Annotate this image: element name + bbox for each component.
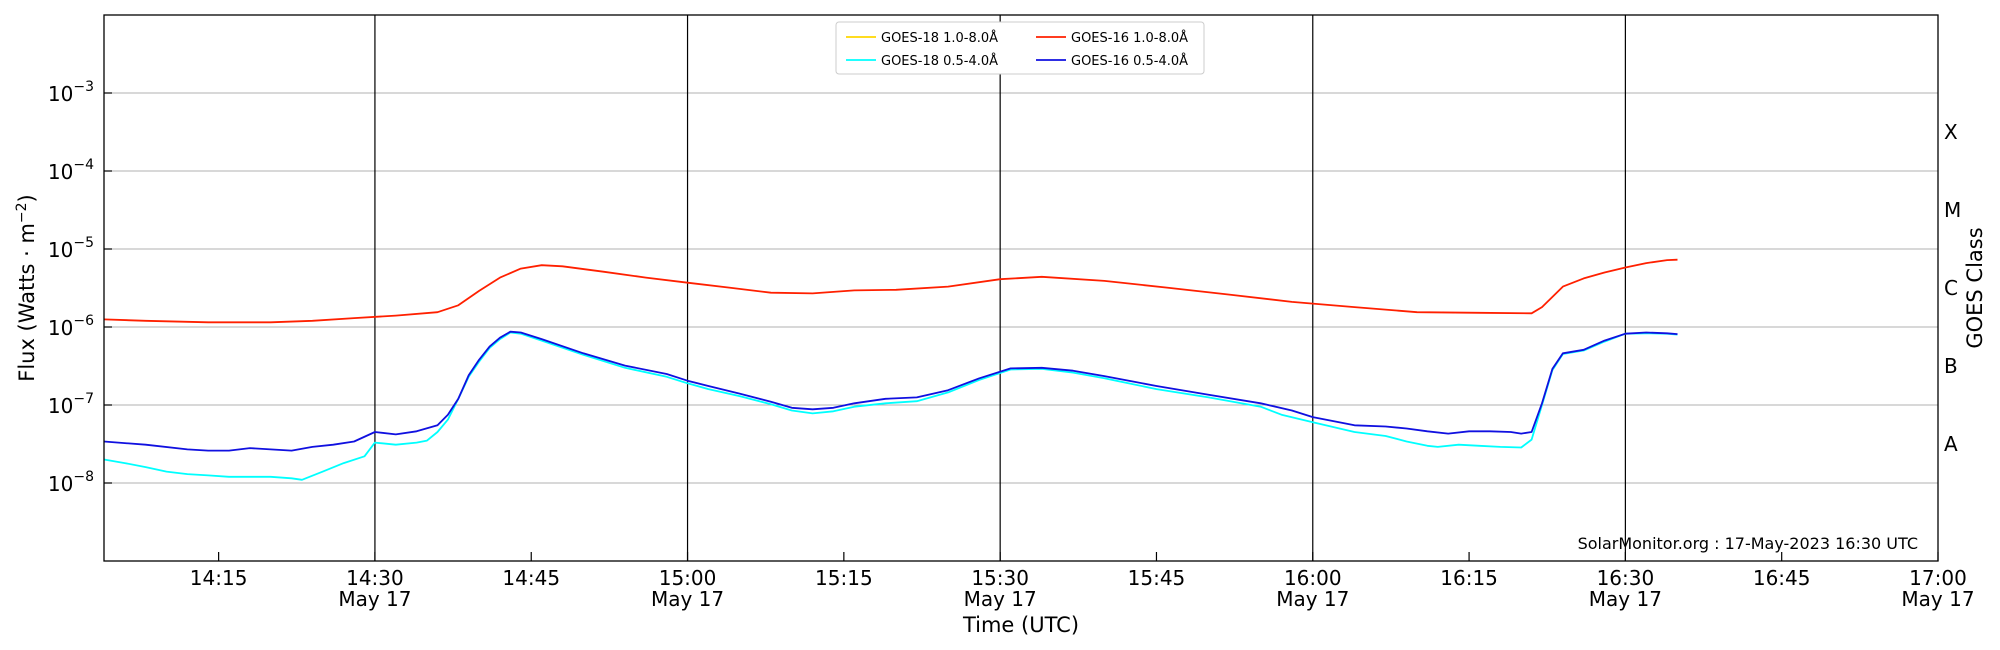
goes-class-label: A xyxy=(1944,432,1958,456)
y-tick-label: 10−8 xyxy=(48,469,94,496)
goes-class-label: C xyxy=(1944,276,1958,300)
y-tick-label: 10−6 xyxy=(48,313,94,340)
goes-class-label: B xyxy=(1944,354,1958,378)
legend-label: GOES-16 0.5-4.0Å xyxy=(1071,53,1188,69)
y-tick-label: 10−4 xyxy=(48,157,94,184)
x-tick-label: 14:30 xyxy=(346,566,404,590)
credit-text: SolarMonitor.org : 17-May-2023 16:30 UTC xyxy=(1578,534,1918,553)
legend-box xyxy=(835,21,1205,75)
x-tick-label: 17:00 xyxy=(1909,566,1967,590)
vertical-time-lines xyxy=(374,15,1626,561)
y-axis-title: Flux (Watts · m−2) xyxy=(14,194,39,382)
legend-label: GOES-18 0.5-4.0Å xyxy=(881,53,998,69)
x-tick-label: 15:45 xyxy=(1128,566,1186,590)
legend: GOES-18 1.0-8.0Å GOES-18 0.5-4.0Å GOES-16 … xyxy=(835,21,1205,75)
series-layer xyxy=(103,258,1678,481)
series-line xyxy=(103,330,1678,452)
x-tick-date-label: May 17 xyxy=(964,587,1037,611)
series-line xyxy=(103,258,1678,324)
x-tick-date-label: May 17 xyxy=(651,587,724,611)
x-tick-label: 16:15 xyxy=(1440,566,1498,590)
x-tick-label: 14:15 xyxy=(190,566,248,590)
x-tick-label: 15:00 xyxy=(659,566,717,590)
legend-label: GOES-16 1.0-8.0Å xyxy=(1071,30,1188,46)
x-tick-label: 15:15 xyxy=(815,566,873,590)
x-tick-label: 16:45 xyxy=(1753,566,1811,590)
y-tick-label: 10−7 xyxy=(48,391,94,418)
y-tick-label: 10−5 xyxy=(48,235,94,262)
x-tick-label: 16:00 xyxy=(1284,566,1342,590)
y-tick-label: 10−3 xyxy=(48,79,94,106)
y-axis-ticks: 10−8 10−7 10−6 10−5 10−4 10−3 xyxy=(48,79,112,496)
goes-class-label: X xyxy=(1944,120,1958,144)
legend-label: GOES-18 1.0-8.0Å xyxy=(881,30,998,46)
series-line xyxy=(103,331,1678,481)
x-tick-label: 14:45 xyxy=(502,566,560,590)
y2-axis-title: GOES Class xyxy=(1963,227,1987,348)
x-axis-title: Time (UTC) xyxy=(962,613,1079,637)
x-tick-date-label: May 17 xyxy=(338,587,411,611)
goes-class-labels: A B C M X xyxy=(1944,120,1961,456)
x-tick-date-label: May 17 xyxy=(1589,587,1662,611)
x-tick-date-label: May 17 xyxy=(1276,587,1349,611)
goes-class-label: M xyxy=(1944,198,1961,222)
x-tick-date-label: May 17 xyxy=(1901,587,1974,611)
plot-frame xyxy=(103,14,1939,562)
grid-layer xyxy=(104,92,1938,484)
x-tick-label: 16:30 xyxy=(1597,566,1655,590)
x-tick-label: 15:30 xyxy=(971,566,1029,590)
